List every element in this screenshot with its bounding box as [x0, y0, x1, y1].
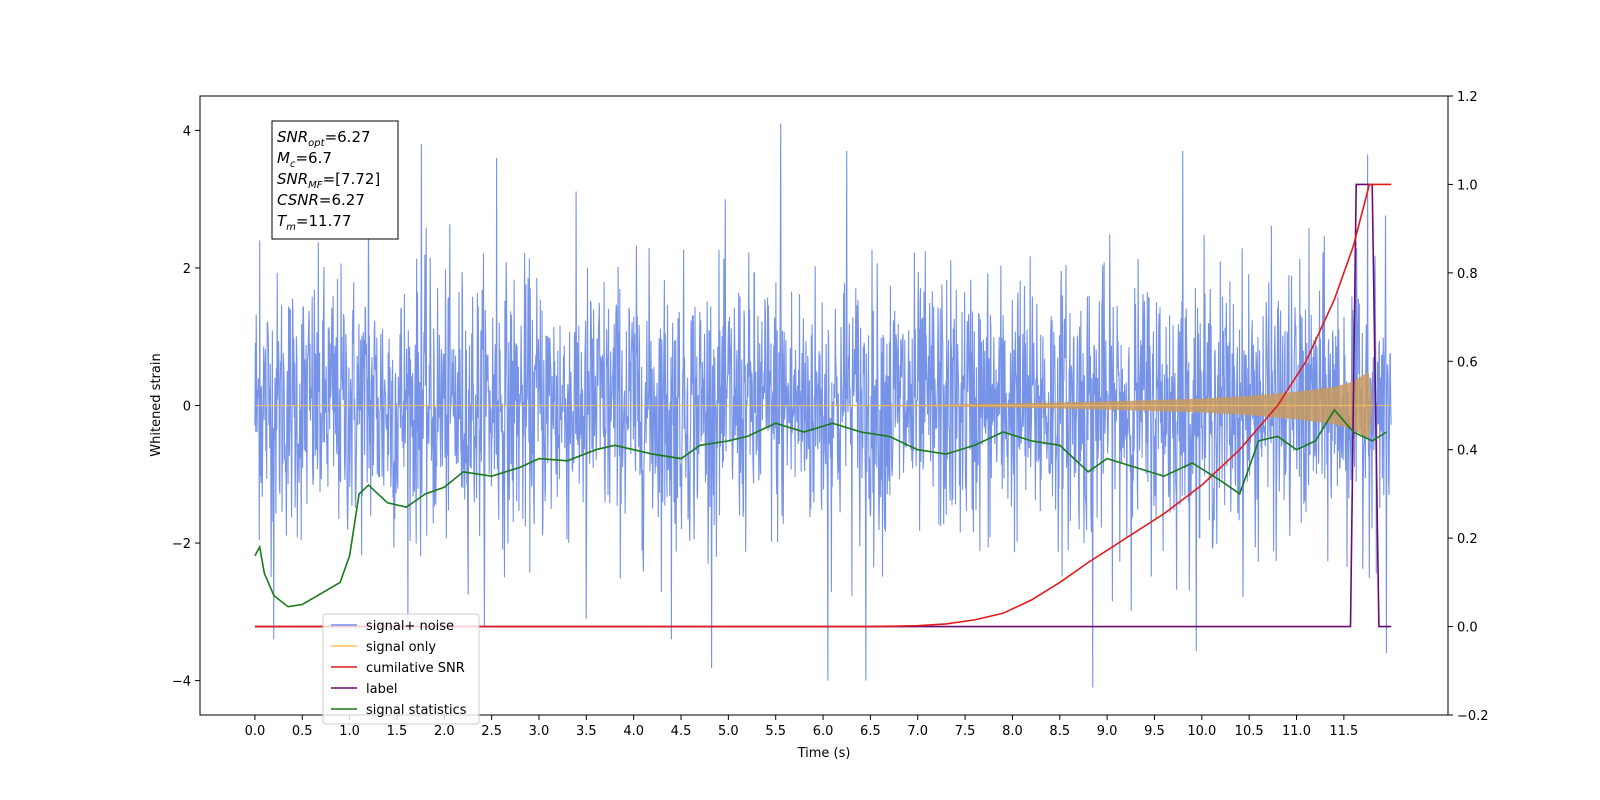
- x-axis: 0.0 0.5 1.0 1.5 2.0 2.5 3.0 3.5 4.0 4.5 5.0 5.5 6.0 6…: [245, 715, 1358, 739]
- noise-series-group: [254, 123, 1392, 688]
- y2-tick-label: 0.0: [1457, 621, 1478, 636]
- x-tick-label: 7.5: [955, 724, 976, 739]
- x-tick-label: 5.0: [718, 724, 739, 739]
- x-tick-label: 3.5: [576, 724, 597, 739]
- x-tick-label: 11.5: [1329, 724, 1358, 739]
- x-tick-label: 5.5: [765, 724, 786, 739]
- x-tick-label: 10.5: [1235, 724, 1264, 739]
- legend-label: cumilative SNR: [366, 661, 465, 676]
- x-tick-label: 0.0: [245, 724, 266, 739]
- y2-tick-label: 0.2: [1457, 532, 1478, 547]
- series-line-label: [254, 183, 1392, 628]
- x-tick-label: 11.0: [1282, 724, 1311, 739]
- series-line-signal-statistics: [254, 408, 1387, 608]
- y2-tick-label: 0.4: [1457, 444, 1478, 459]
- x-tick-label: 4.0: [623, 724, 644, 739]
- x-tick-label: 9.0: [1097, 724, 1118, 739]
- y2-tick-label: 0.8: [1457, 267, 1478, 282]
- x-tick-label: 4.5: [671, 724, 692, 739]
- annotation-line: SNRMF=[7.72]: [277, 170, 380, 191]
- series-line-signal-plus-noise: [254, 123, 1392, 688]
- y-axis-label: Whitened strain: [149, 353, 164, 456]
- x-tick-label: 6.5: [860, 724, 881, 739]
- annotation-line: Tm=11.77: [277, 212, 351, 233]
- x-tick-label: 3.0: [529, 724, 550, 739]
- legend-frame: [322, 613, 480, 725]
- y-tick-label: 4: [183, 124, 191, 139]
- y-tick-label: 2: [183, 262, 191, 277]
- signal-series-group: [254, 371, 1392, 440]
- legend-entries: signal+ noise signal only cumilative SNR la…: [331, 619, 467, 718]
- x-tick-label: 2.5: [481, 724, 502, 739]
- series-line-cumilative-snr: [254, 183, 1392, 628]
- x-tick-label: 8.0: [1002, 724, 1023, 739]
- y2-tick-label: 1.2: [1457, 90, 1478, 105]
- annotation-line: SNRopt=6.27: [277, 128, 371, 149]
- legend-label: label: [366, 682, 397, 697]
- x-tick-label: 0.5: [292, 724, 313, 739]
- x-tick-label: 9.5: [1144, 724, 1165, 739]
- annotation-line: Mc=6.7: [277, 149, 332, 170]
- x-tick-label: 8.5: [1049, 724, 1070, 739]
- legend-label: signal+ noise: [366, 619, 454, 634]
- x-tick-label: 1.5: [387, 724, 408, 739]
- x-tick-label: 7.0: [907, 724, 928, 739]
- y-axis-left: −4 −2 0 2 4: [172, 124, 200, 690]
- annotation-frame: [271, 120, 399, 240]
- y-tick-label: −4: [172, 675, 191, 690]
- legend-label: signal only: [366, 640, 436, 655]
- legend: signal+ noise signal only cumilative SNR la…: [322, 613, 480, 725]
- x-tick-label: 2.0: [434, 724, 455, 739]
- y-axis-right: −0.2 0.0 0.2 0.4 0.6 0.8 1.0 1.2: [1448, 90, 1489, 724]
- annotation-line: CSNR=6.27: [277, 191, 365, 209]
- x-tick-label: 1.0: [339, 724, 360, 739]
- y-tick-label: −2: [172, 537, 191, 552]
- x-tick-label: 10.0: [1187, 724, 1216, 739]
- y2-tick-label: 0.6: [1457, 355, 1478, 370]
- y-tick-label: 0: [183, 400, 191, 415]
- right-axis-series-group: [254, 183, 1392, 628]
- y2-tick-label: 1.0: [1457, 178, 1478, 193]
- x-tick-label: 6.0: [813, 724, 834, 739]
- legend-label: signal statistics: [366, 703, 467, 718]
- x-axis-label: Time (s): [797, 746, 851, 761]
- y2-tick-label: −0.2: [1457, 709, 1489, 724]
